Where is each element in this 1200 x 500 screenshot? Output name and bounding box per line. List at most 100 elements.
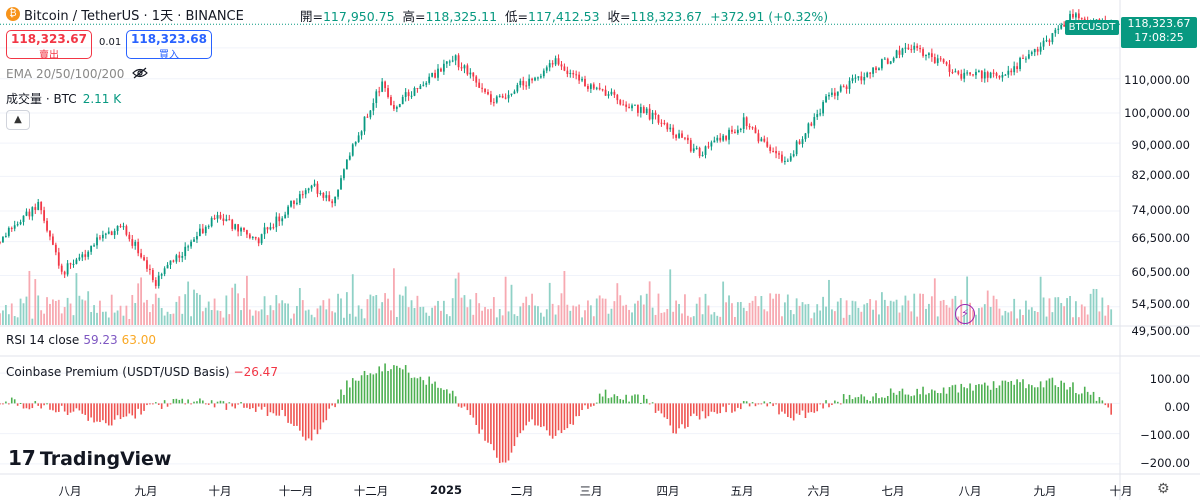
premium-bar	[299, 403, 301, 431]
candle	[31, 207, 34, 217]
volume-bar	[575, 306, 578, 325]
candle	[672, 127, 675, 135]
premium-bar	[313, 403, 316, 430]
premium-bar	[340, 389, 342, 404]
candle	[831, 92, 833, 95]
premium-legend[interactable]: Coinbase Premium (USDT/USD Basis) −26.47	[6, 365, 278, 379]
premium-bar	[610, 397, 613, 404]
price-tick: 110,000.00	[1124, 73, 1190, 87]
candle	[307, 188, 310, 191]
symbol-title[interactable]: Bitcoin / TetherUS · 1天 · BINANCE	[24, 9, 244, 24]
candle	[1051, 33, 1054, 43]
time-tick: 九月	[1033, 484, 1057, 498]
time-tick: 八月	[58, 484, 82, 498]
premium-bar	[360, 375, 363, 404]
volume-bar	[248, 309, 251, 325]
candle	[598, 87, 601, 90]
tradingview-logo[interactable]: 17 TradingView	[8, 446, 172, 470]
premium-bar	[231, 403, 234, 407]
candle	[96, 237, 98, 246]
rsi-legend[interactable]: RSI 14 close 59.23 63.00	[6, 333, 157, 347]
premium-bar	[763, 401, 766, 404]
candle	[578, 74, 581, 81]
volume-bar	[228, 314, 231, 325]
premium-bar	[822, 403, 824, 409]
volume-bar	[604, 298, 607, 325]
candle	[116, 225, 119, 231]
volume-bar	[778, 293, 780, 325]
premium-bar	[116, 403, 119, 416]
premium-bar	[845, 399, 848, 404]
sell-button[interactable]: 118,323.67 賣出	[6, 30, 92, 61]
chevron-up-icon[interactable]: ▲	[6, 110, 30, 130]
lightning-icon[interactable]: ⚡	[955, 304, 975, 324]
candle	[125, 226, 128, 235]
volume-bar	[334, 312, 337, 325]
candle	[537, 77, 539, 79]
candle	[487, 91, 489, 95]
premium-bar	[1028, 384, 1030, 404]
candle	[539, 76, 542, 78]
symbol-tag: BTCUSDT	[1065, 20, 1119, 35]
volume-bar	[1092, 288, 1095, 325]
premium-bar	[96, 403, 98, 422]
price-tick: 74,000.00	[1131, 203, 1190, 217]
volume-bar	[898, 312, 901, 325]
buy-button[interactable]: 118,323.68 買入	[126, 30, 212, 61]
candle	[889, 61, 892, 64]
candle	[334, 196, 337, 204]
premium-bar	[422, 380, 425, 404]
candle	[1030, 52, 1033, 55]
premium-bar	[175, 398, 178, 404]
candle	[422, 84, 425, 86]
candle	[240, 228, 242, 232]
premium-bar	[672, 403, 674, 434]
candle	[322, 193, 325, 198]
premium-bar	[966, 388, 968, 404]
premium-bar	[257, 403, 260, 407]
volume-bar	[886, 305, 889, 325]
candle	[734, 131, 736, 133]
volume-bar	[651, 307, 654, 325]
volume-bar	[942, 299, 945, 325]
candle	[99, 237, 101, 239]
candle	[554, 58, 557, 65]
candle	[842, 86, 845, 88]
premium-bar	[998, 385, 1001, 404]
premium-bar	[866, 399, 868, 404]
volume-bar	[789, 309, 792, 325]
volume-bar	[269, 305, 272, 325]
premium-bar	[387, 370, 389, 404]
premium-bar	[107, 403, 110, 426]
volume-bar	[860, 311, 863, 325]
volume-legend[interactable]: 成交量 · BTC 2.11 K	[6, 92, 122, 106]
premium-bar	[37, 403, 40, 406]
volume-bar	[819, 310, 822, 325]
volume-bar	[428, 315, 431, 325]
volume-bar	[910, 311, 913, 325]
premium-bar	[396, 365, 398, 404]
volume-bar	[492, 297, 495, 325]
premium-bar	[1101, 400, 1104, 404]
price-tick: 90,000.00	[1131, 138, 1190, 152]
volume-bar	[404, 286, 407, 325]
candle	[610, 91, 613, 95]
premium-bar	[945, 393, 948, 404]
premium-bar	[454, 396, 457, 404]
candle	[919, 47, 922, 50]
gear-icon[interactable]: ⚙	[1157, 481, 1170, 497]
candle	[110, 231, 113, 236]
volume-bar	[469, 299, 472, 325]
candle	[398, 104, 401, 107]
candle	[707, 146, 710, 148]
volume-bar	[22, 303, 25, 325]
premium-bar	[237, 403, 239, 405]
ema-legend[interactable]: EMA 20/50/100/200	[6, 67, 149, 81]
candle	[416, 87, 419, 89]
volume-bar	[322, 300, 325, 325]
premium-bar	[613, 394, 616, 404]
volume-bar	[798, 305, 801, 325]
eye-off-icon[interactable]	[132, 67, 149, 81]
candle	[345, 159, 348, 170]
